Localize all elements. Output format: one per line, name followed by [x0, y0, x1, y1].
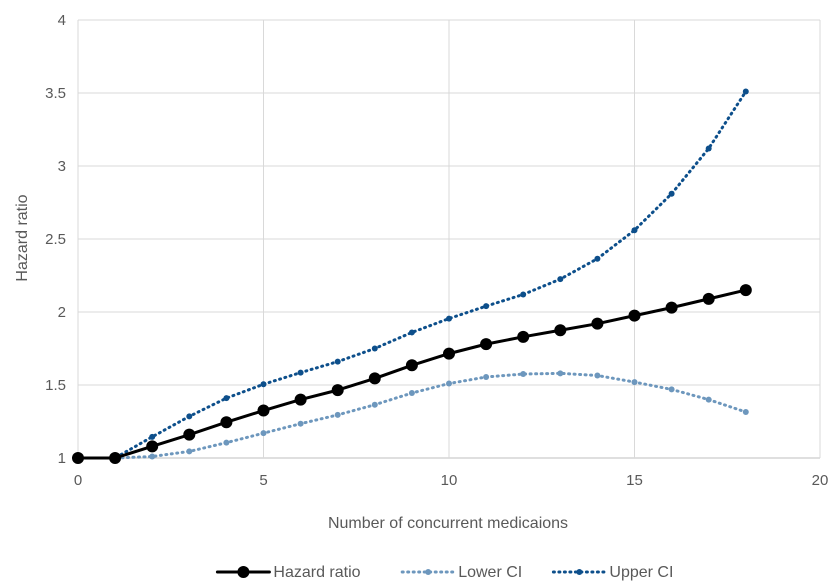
data-point: [480, 338, 493, 351]
series-layer: [72, 88, 752, 464]
legend-item: Hazard ratio: [215, 564, 361, 581]
data-point: [223, 395, 230, 402]
data-point: [109, 452, 122, 464]
y-axis-label: Hazard ratio: [14, 194, 31, 281]
data-point: [220, 416, 233, 429]
data-point: [520, 371, 527, 378]
y-tick-label: 1: [58, 450, 66, 467]
data-point: [257, 404, 270, 417]
data-point: [446, 315, 452, 322]
data-point: [517, 330, 530, 343]
data-point: [371, 401, 378, 408]
data-point: [557, 276, 564, 283]
legend: Hazard ratio Lower CI Upper CI: [215, 564, 673, 581]
data-point: [483, 303, 490, 310]
data-point: [557, 370, 564, 377]
data-point: [668, 386, 675, 393]
series-upper-ci: [75, 88, 749, 461]
series-line: [76, 371, 748, 460]
data-point: [72, 452, 84, 464]
x-axis-label: Number of concurrent medicaions: [328, 515, 568, 532]
data-point: [668, 190, 675, 197]
data-point: [368, 372, 381, 385]
x-tick-label: 10: [441, 472, 458, 489]
data-point: [408, 390, 415, 397]
data-point: [405, 359, 418, 372]
data-point: [149, 433, 156, 440]
y-axis: 1 1.5 2 2.5 3 3.5 4: [45, 12, 66, 467]
data-point: [260, 430, 267, 437]
data-point: [331, 384, 344, 397]
data-point: [183, 428, 196, 441]
y-tick-label: 3.5: [45, 85, 66, 102]
data-point: [443, 347, 455, 360]
legend-marker: [576, 569, 583, 575]
grid: [77, 19, 821, 459]
data-point: [483, 373, 490, 380]
x-axis: 0 5 10 15 20: [74, 472, 829, 489]
legend-label: Hazard ratio: [273, 564, 360, 581]
data-point: [594, 372, 601, 379]
x-tick-label: 0: [74, 472, 82, 489]
data-point: [334, 358, 341, 365]
legend-item: Lower CI: [400, 564, 522, 581]
data-point: [334, 411, 341, 418]
data-point: [446, 380, 452, 387]
data-point: [146, 440, 159, 453]
series-line: [76, 90, 748, 460]
data-point: [739, 284, 752, 297]
series-hazard-ratio: [72, 284, 752, 464]
data-point: [742, 88, 749, 95]
data-point: [705, 396, 712, 403]
data-point: [631, 379, 638, 386]
y-tick-label: 3: [58, 158, 66, 175]
data-point: [742, 409, 749, 416]
data-point: [665, 301, 678, 314]
data-point: [520, 291, 527, 298]
data-point: [702, 292, 715, 305]
data-point: [260, 381, 267, 388]
data-point: [628, 309, 641, 322]
y-tick-label: 4: [58, 12, 66, 29]
y-tick-label: 2.5: [45, 231, 66, 248]
x-tick-label: 20: [812, 472, 829, 489]
data-point: [631, 227, 638, 234]
data-point: [371, 345, 378, 352]
y-tick-label: 1.5: [45, 377, 66, 394]
legend-marker: [425, 569, 432, 575]
legend-label: Lower CI: [458, 564, 522, 581]
legend-item: Upper CI: [551, 564, 673, 581]
data-point: [186, 413, 193, 420]
data-point: [186, 448, 193, 455]
data-point: [149, 453, 156, 460]
data-point: [223, 439, 230, 446]
x-tick-label: 5: [259, 472, 267, 489]
legend-label: Upper CI: [609, 564, 673, 581]
data-point: [591, 317, 604, 330]
data-point: [705, 145, 712, 152]
data-point: [297, 420, 304, 427]
y-tick-label: 2: [58, 304, 66, 321]
data-point: [294, 393, 307, 406]
data-point: [408, 329, 415, 336]
data-point: [297, 369, 304, 376]
series-lower-ci: [75, 370, 749, 461]
legend-marker: [237, 566, 250, 578]
data-point: [554, 324, 567, 337]
x-tick-label: 15: [626, 472, 643, 489]
series-line: [76, 288, 748, 460]
data-point: [594, 255, 601, 262]
